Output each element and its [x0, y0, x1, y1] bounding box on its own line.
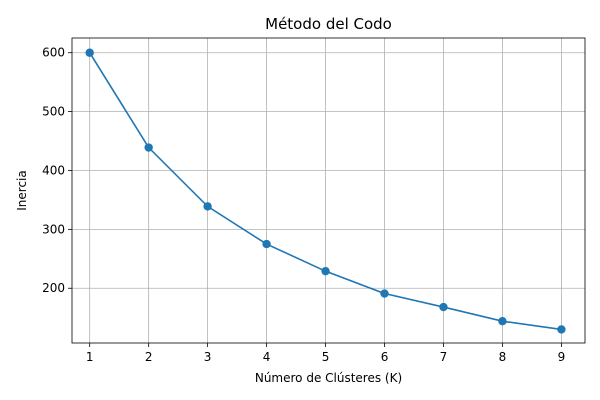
data-point — [85, 48, 94, 57]
x-tick-label: 6 — [381, 350, 389, 364]
y-tick-label: 200 — [42, 281, 65, 295]
data-point — [203, 202, 212, 211]
x-tick-label: 7 — [440, 350, 448, 364]
y-tick-label: 500 — [42, 105, 65, 119]
y-tick-label: 600 — [42, 46, 65, 60]
axes-frame — [71, 37, 586, 344]
x-tick-label: 2 — [145, 350, 153, 364]
x-tick-label: 3 — [204, 350, 212, 364]
data-point — [321, 266, 330, 276]
data-point — [439, 302, 448, 312]
y-tick-label: 300 — [42, 222, 65, 236]
data-point — [144, 143, 153, 152]
x-tick-label: 4 — [263, 350, 271, 364]
x-tick-label: 8 — [499, 350, 507, 364]
ticks: 1 2 3 4 5 6 7 8 9 200 300 400 500 600 — [42, 46, 565, 364]
y-tick-label: 400 — [42, 163, 65, 177]
series-layer — [85, 48, 566, 334]
data-point — [380, 289, 389, 298]
chart-title: Método del Codo — [265, 15, 392, 33]
x-tick-label: 9 — [558, 350, 566, 364]
data-point — [557, 325, 566, 334]
x-axis-label: Número de Clústeres (K) — [255, 371, 402, 385]
x-tick-label: 5 — [322, 350, 330, 364]
data-point — [498, 317, 507, 326]
y-axis-label: Inercia — [15, 170, 29, 210]
data-point — [262, 239, 271, 249]
grid — [72, 38, 585, 343]
x-tick-label: 1 — [86, 350, 94, 364]
